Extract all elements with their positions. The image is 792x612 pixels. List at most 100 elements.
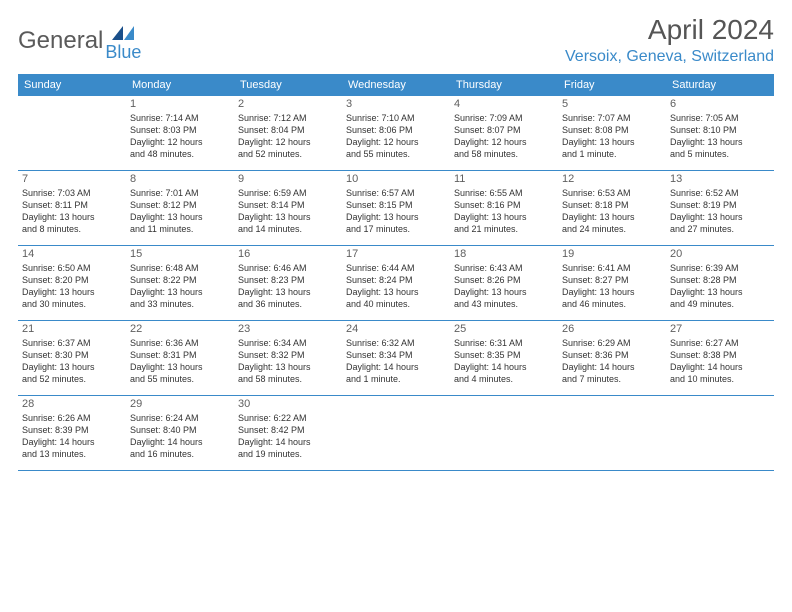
day-sunset: Sunset: 8:26 PM <box>454 274 554 286</box>
dow-thursday: Thursday <box>450 74 558 96</box>
day-daylight2: and 5 minutes. <box>670 148 770 160</box>
calendar-day: 5Sunrise: 7:07 AMSunset: 8:08 PMDaylight… <box>558 96 666 170</box>
calendar-day <box>18 96 126 170</box>
calendar-week: 21Sunrise: 6:37 AMSunset: 8:30 PMDayligh… <box>18 321 774 396</box>
day-daylight1: Daylight: 13 hours <box>238 286 338 298</box>
calendar-day: 1Sunrise: 7:14 AMSunset: 8:03 PMDaylight… <box>126 96 234 170</box>
day-sunrise: Sunrise: 6:24 AM <box>130 412 230 424</box>
calendar-day: 2Sunrise: 7:12 AMSunset: 8:04 PMDaylight… <box>234 96 342 170</box>
day-number: 30 <box>238 398 338 410</box>
day-sunset: Sunset: 8:14 PM <box>238 199 338 211</box>
day-sunrise: Sunrise: 7:05 AM <box>670 112 770 124</box>
day-number: 15 <box>130 248 230 260</box>
calendar-week: 7Sunrise: 7:03 AMSunset: 8:11 PMDaylight… <box>18 171 774 246</box>
calendar-day: 25Sunrise: 6:31 AMSunset: 8:35 PMDayligh… <box>450 321 558 395</box>
day-daylight1: Daylight: 13 hours <box>238 211 338 223</box>
calendar-day: 9Sunrise: 6:59 AMSunset: 8:14 PMDaylight… <box>234 171 342 245</box>
day-sunset: Sunset: 8:31 PM <box>130 349 230 361</box>
day-of-week-header: Sunday Monday Tuesday Wednesday Thursday… <box>18 74 774 96</box>
day-sunset: Sunset: 8:27 PM <box>562 274 662 286</box>
calendar-day: 24Sunrise: 6:32 AMSunset: 8:34 PMDayligh… <box>342 321 450 395</box>
calendar-day: 6Sunrise: 7:05 AMSunset: 8:10 PMDaylight… <box>666 96 774 170</box>
day-number: 28 <box>22 398 122 410</box>
day-sunrise: Sunrise: 6:41 AM <box>562 262 662 274</box>
day-sunset: Sunset: 8:08 PM <box>562 124 662 136</box>
day-sunset: Sunset: 8:42 PM <box>238 424 338 436</box>
dow-friday: Friday <box>558 74 666 96</box>
calendar-day: 12Sunrise: 6:53 AMSunset: 8:18 PMDayligh… <box>558 171 666 245</box>
day-daylight1: Daylight: 13 hours <box>130 286 230 298</box>
day-daylight1: Daylight: 12 hours <box>238 136 338 148</box>
day-sunset: Sunset: 8:35 PM <box>454 349 554 361</box>
day-sunset: Sunset: 8:32 PM <box>238 349 338 361</box>
calendar-day: 19Sunrise: 6:41 AMSunset: 8:27 PMDayligh… <box>558 246 666 320</box>
day-daylight2: and 24 minutes. <box>562 223 662 235</box>
calendar-day: 16Sunrise: 6:46 AMSunset: 8:23 PMDayligh… <box>234 246 342 320</box>
brand-stack: Blue <box>105 22 141 60</box>
calendar-day <box>666 396 774 470</box>
day-daylight1: Daylight: 12 hours <box>454 136 554 148</box>
page-title: April 2024 <box>565 14 774 46</box>
day-sunset: Sunset: 8:38 PM <box>670 349 770 361</box>
day-sunrise: Sunrise: 6:22 AM <box>238 412 338 424</box>
day-sunset: Sunset: 8:19 PM <box>670 199 770 211</box>
day-number: 21 <box>22 323 122 335</box>
day-sunrise: Sunrise: 7:12 AM <box>238 112 338 124</box>
day-daylight2: and 10 minutes. <box>670 373 770 385</box>
day-number: 11 <box>454 173 554 185</box>
day-daylight2: and 1 minute. <box>346 373 446 385</box>
day-sunrise: Sunrise: 6:43 AM <box>454 262 554 274</box>
calendar-day: 4Sunrise: 7:09 AMSunset: 8:07 PMDaylight… <box>450 96 558 170</box>
brand-blue: Blue <box>105 44 141 60</box>
day-number: 24 <box>346 323 446 335</box>
day-daylight1: Daylight: 13 hours <box>562 286 662 298</box>
day-sunrise: Sunrise: 6:48 AM <box>130 262 230 274</box>
day-daylight2: and 7 minutes. <box>562 373 662 385</box>
day-daylight2: and 14 minutes. <box>238 223 338 235</box>
header: General Blue April 2024 Versoix, Geneva,… <box>18 14 774 66</box>
day-sunset: Sunset: 8:10 PM <box>670 124 770 136</box>
day-sunrise: Sunrise: 6:53 AM <box>562 187 662 199</box>
day-daylight2: and 27 minutes. <box>670 223 770 235</box>
calendar-day: 18Sunrise: 6:43 AMSunset: 8:26 PMDayligh… <box>450 246 558 320</box>
day-daylight1: Daylight: 13 hours <box>454 211 554 223</box>
day-daylight1: Daylight: 12 hours <box>346 136 446 148</box>
day-sunrise: Sunrise: 7:10 AM <box>346 112 446 124</box>
dow-monday: Monday <box>126 74 234 96</box>
day-sunrise: Sunrise: 6:36 AM <box>130 337 230 349</box>
dow-wednesday: Wednesday <box>342 74 450 96</box>
brand-logo: General Blue <box>18 22 141 60</box>
day-number: 16 <box>238 248 338 260</box>
day-sunrise: Sunrise: 6:52 AM <box>670 187 770 199</box>
day-daylight1: Daylight: 13 hours <box>562 211 662 223</box>
calendar-day <box>450 396 558 470</box>
day-daylight1: Daylight: 14 hours <box>130 436 230 448</box>
calendar-week: 28Sunrise: 6:26 AMSunset: 8:39 PMDayligh… <box>18 396 774 471</box>
day-sunrise: Sunrise: 7:01 AM <box>130 187 230 199</box>
calendar-day: 27Sunrise: 6:27 AMSunset: 8:38 PMDayligh… <box>666 321 774 395</box>
calendar-day: 11Sunrise: 6:55 AMSunset: 8:16 PMDayligh… <box>450 171 558 245</box>
day-daylight1: Daylight: 14 hours <box>454 361 554 373</box>
day-number: 3 <box>346 98 446 110</box>
day-daylight1: Daylight: 13 hours <box>238 361 338 373</box>
day-sunset: Sunset: 8:20 PM <box>22 274 122 286</box>
day-daylight1: Daylight: 14 hours <box>238 436 338 448</box>
day-sunrise: Sunrise: 7:09 AM <box>454 112 554 124</box>
day-daylight2: and 36 minutes. <box>238 298 338 310</box>
day-daylight2: and 19 minutes. <box>238 448 338 460</box>
day-number: 8 <box>130 173 230 185</box>
day-daylight1: Daylight: 14 hours <box>22 436 122 448</box>
day-sunrise: Sunrise: 7:03 AM <box>22 187 122 199</box>
day-number: 18 <box>454 248 554 260</box>
day-sunset: Sunset: 8:16 PM <box>454 199 554 211</box>
day-sunset: Sunset: 8:36 PM <box>562 349 662 361</box>
sail-icon <box>112 22 134 44</box>
day-daylight1: Daylight: 13 hours <box>346 286 446 298</box>
calendar-day: 20Sunrise: 6:39 AMSunset: 8:28 PMDayligh… <box>666 246 774 320</box>
day-sunrise: Sunrise: 6:29 AM <box>562 337 662 349</box>
day-sunrise: Sunrise: 6:50 AM <box>22 262 122 274</box>
day-daylight1: Daylight: 13 hours <box>670 286 770 298</box>
day-sunset: Sunset: 8:03 PM <box>130 124 230 136</box>
day-daylight1: Daylight: 13 hours <box>22 361 122 373</box>
day-daylight2: and 43 minutes. <box>454 298 554 310</box>
